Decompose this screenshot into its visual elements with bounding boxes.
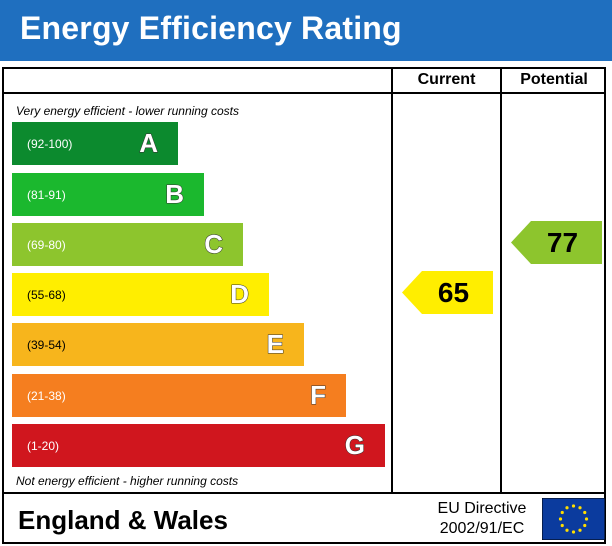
eu-star <box>583 523 587 528</box>
band-range-label: (55-68) <box>27 287 66 302</box>
eu-flag-icon <box>542 498 605 540</box>
page-title: Energy Efficiency Rating <box>20 10 402 46</box>
note-efficient: Very energy efficient - lower running co… <box>16 104 239 118</box>
note-inefficient: Not energy efficient - higher running co… <box>16 474 239 488</box>
directive-line-1: EU Directive <box>437 500 527 517</box>
band-range-label: (39-54) <box>27 337 66 352</box>
band-range-label: (69-80) <box>27 237 66 252</box>
footer-divider <box>2 492 606 494</box>
current-arrow-shape <box>402 271 493 314</box>
column-header-potential: Potential <box>520 71 588 88</box>
region-label: England & Wales <box>18 505 228 535</box>
eu-star <box>584 517 589 521</box>
eu-star <box>560 510 564 515</box>
directive-line-2: 2002/91/EC <box>439 520 525 537</box>
column-divider-potential <box>500 67 502 494</box>
band-range-label: (21-38) <box>27 388 66 403</box>
eu-star <box>578 528 582 532</box>
band-range-label: (1-20) <box>27 438 60 453</box>
column-divider-current <box>391 67 393 494</box>
band-letter: D <box>230 278 250 309</box>
rating-band-c: (69-80) C <box>12 223 243 266</box>
eu-star <box>571 504 576 508</box>
band-letter: F <box>310 379 327 410</box>
rating-band-g: (1-20) G <box>12 424 385 467</box>
header-bar: Energy Efficiency Rating <box>0 0 612 61</box>
band-range-label: (81-91) <box>27 187 66 202</box>
current-rating-value: 65 <box>437 276 470 308</box>
band-letter: B <box>165 178 185 209</box>
column-header-current: Current <box>417 71 476 88</box>
eu-star <box>558 517 563 521</box>
rating-band-a: (92-100) A <box>12 122 178 165</box>
current-rating-arrow: 65 <box>402 271 493 314</box>
potential-rating-value: 77 <box>546 226 579 258</box>
eu-star <box>583 510 587 515</box>
rating-band-b: (81-91) B <box>12 173 204 216</box>
rating-band-d: (55-68) D <box>12 273 269 316</box>
eu-star <box>565 528 569 532</box>
band-letter: G <box>344 429 365 460</box>
band-letter: C <box>204 228 224 259</box>
band-letter: E <box>266 328 284 359</box>
header-row-divider <box>2 92 606 94</box>
eu-star <box>560 523 564 528</box>
rating-band-e: (39-54) E <box>12 323 304 366</box>
band-range-label: (92-100) <box>27 136 73 151</box>
potential-rating-arrow: 77 <box>511 221 602 264</box>
eu-star <box>565 506 569 510</box>
band-letter: A <box>139 127 159 158</box>
chart-frame <box>2 67 606 544</box>
potential-arrow-shape <box>511 221 602 264</box>
eu-star <box>578 506 582 510</box>
rating-band-f: (21-38) F <box>12 374 346 417</box>
eu-star <box>571 530 576 534</box>
